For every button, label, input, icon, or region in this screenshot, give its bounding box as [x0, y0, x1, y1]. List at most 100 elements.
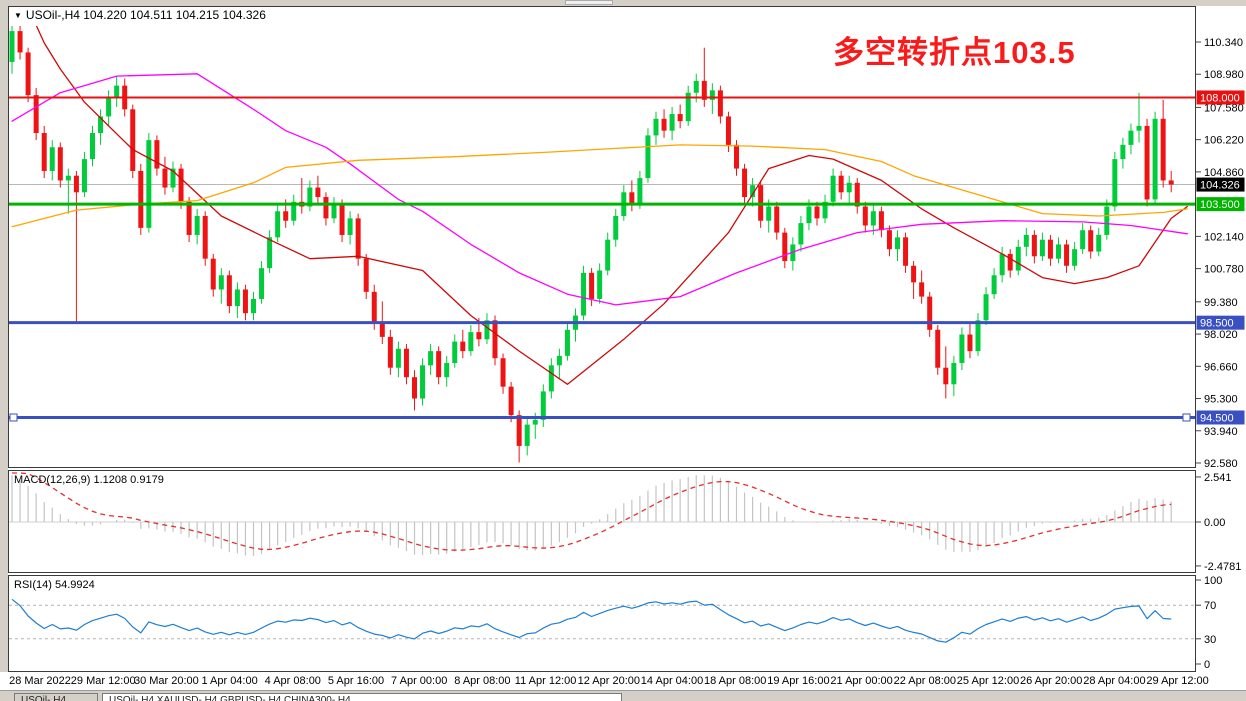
price-badge-label: 104.326: [1200, 180, 1240, 192]
candle-body: [1120, 144, 1126, 160]
time-label: 26 Apr 20:00: [1019, 675, 1083, 687]
candle-body: [766, 206, 772, 221]
candle-body: [556, 355, 562, 366]
chart-tab[interactable]: USOil-,H4 XAUUSD-,H4 GBPUSD-,H4 CHINA300…: [102, 693, 622, 701]
price-badge-label: 108.000: [1200, 92, 1240, 104]
candle-body: [645, 135, 651, 179]
price-badge-94.500: [1196, 410, 1245, 425]
candle-body: [307, 187, 313, 207]
candle-body: [895, 237, 900, 250]
candle-body: [500, 358, 506, 387]
candle-body: [154, 140, 160, 169]
candle-body: [178, 168, 184, 202]
candle-body: [1080, 230, 1086, 250]
price-tick-label: 100.780: [1204, 264, 1244, 276]
hline-handle-right[interactable]: [1182, 413, 1191, 422]
time-label: 8 Apr 08:00: [454, 675, 511, 687]
candle-body: [275, 211, 281, 238]
candle-body: [331, 204, 337, 219]
candle-body: [267, 237, 273, 269]
candle-body: [452, 341, 458, 363]
candle-body: [959, 334, 965, 363]
price-tick-label: 95.300: [1204, 394, 1238, 406]
symbol-dropdown-icon[interactable]: ▼: [14, 11, 22, 20]
candle-body: [822, 201, 828, 219]
candle-body: [492, 320, 498, 359]
candle-body: [693, 80, 699, 93]
candle-body: [1096, 234, 1102, 252]
time-label: 5 Apr 16:00: [327, 675, 385, 687]
candle-body: [226, 275, 232, 307]
candle-body: [194, 215, 200, 235]
chart-tab-bar: USOil-,H4 USOil-,H4 XAUUSD-,H4 GBPUSD-,H4…: [0, 690, 1246, 701]
price-tick-label: 110.340: [1204, 37, 1243, 49]
candle-body: [420, 365, 426, 399]
chart-title: ▼ USOil-,H4 104.220 104.511 104.215 104.3…: [14, 8, 266, 22]
candle-body: [363, 258, 369, 292]
candle-body: [476, 332, 482, 340]
candle-body: [234, 289, 240, 307]
price-badge-label: 103.500: [1200, 199, 1240, 211]
candle-body: [146, 140, 152, 228]
time-label: 12 Apr 20:00: [577, 675, 640, 687]
hline-handle-left[interactable]: [9, 413, 18, 422]
candle-body: [935, 329, 941, 368]
chart-tab[interactable]: USOil-,H4: [14, 693, 98, 701]
candle-body: [774, 206, 780, 233]
text-annotation[interactable]: 多空转折点103.5: [833, 35, 1076, 70]
candle-body: [951, 362, 957, 385]
candle-body: [589, 272, 595, 299]
candle-body: [1144, 125, 1150, 200]
candle-body: [371, 291, 377, 323]
candle-body: [468, 332, 474, 352]
candle-body: [1104, 206, 1110, 235]
time-label: 4 Apr 08:00: [264, 675, 321, 687]
candle-body: [251, 298, 256, 314]
candle-body: [444, 362, 450, 378]
candle-body: [210, 258, 216, 290]
candle-body: [1072, 249, 1078, 266]
price-tick-label: 98.020: [1204, 329, 1238, 341]
rsi-plot: [9, 598, 1195, 643]
candle-body: [387, 336, 393, 368]
candle-body: [581, 272, 587, 316]
price-badge-98.500: [1196, 315, 1245, 330]
macd-axis-label: -2.4781: [1204, 561, 1241, 573]
candle-body: [1152, 118, 1158, 200]
candle-body: [1064, 244, 1070, 266]
candle-body: [870, 211, 876, 226]
candle-body: [242, 289, 248, 314]
price-axis-column: [1196, 6, 1246, 672]
time-label: 29 Apr 12:00: [1146, 675, 1209, 687]
rsi-indicator-label: RSI(14) 54.9924: [14, 579, 95, 591]
candle-body: [484, 320, 490, 340]
candle-body: [403, 348, 409, 378]
candle-body: [1023, 234, 1029, 247]
candle-body: [1160, 118, 1166, 181]
candle-body: [782, 232, 788, 262]
time-label: 22 Apr 08:00: [893, 675, 956, 687]
candle-body: [1136, 125, 1142, 131]
price-tick-label: 92.580: [1204, 458, 1238, 470]
time-label: 28 Apr 04:00: [1083, 675, 1146, 687]
candle-body: [943, 367, 949, 385]
candle-body: [750, 185, 756, 198]
macd-indicator-label: MACD(12,26,9) 1.1208 0.9179: [14, 474, 164, 486]
candle-body: [806, 206, 812, 224]
candle-body: [259, 268, 265, 299]
candle-body: [90, 133, 95, 160]
price-badge-label: 94.500: [1200, 412, 1234, 424]
candle-body: [1056, 244, 1061, 259]
candle-body: [395, 348, 401, 368]
price-badge-103.500: [1196, 197, 1245, 212]
candle-body: [548, 365, 554, 392]
main-chart-plot[interactable]: [9, 0, 1195, 463]
rsi-panel[interactable]: [8, 575, 1196, 672]
candle-body: [138, 170, 144, 228]
candle-body: [436, 351, 442, 378]
price-tick-label: 102.140: [1204, 231, 1244, 243]
candle-body: [669, 114, 675, 131]
price-tick-label: 104.860: [1204, 167, 1244, 179]
